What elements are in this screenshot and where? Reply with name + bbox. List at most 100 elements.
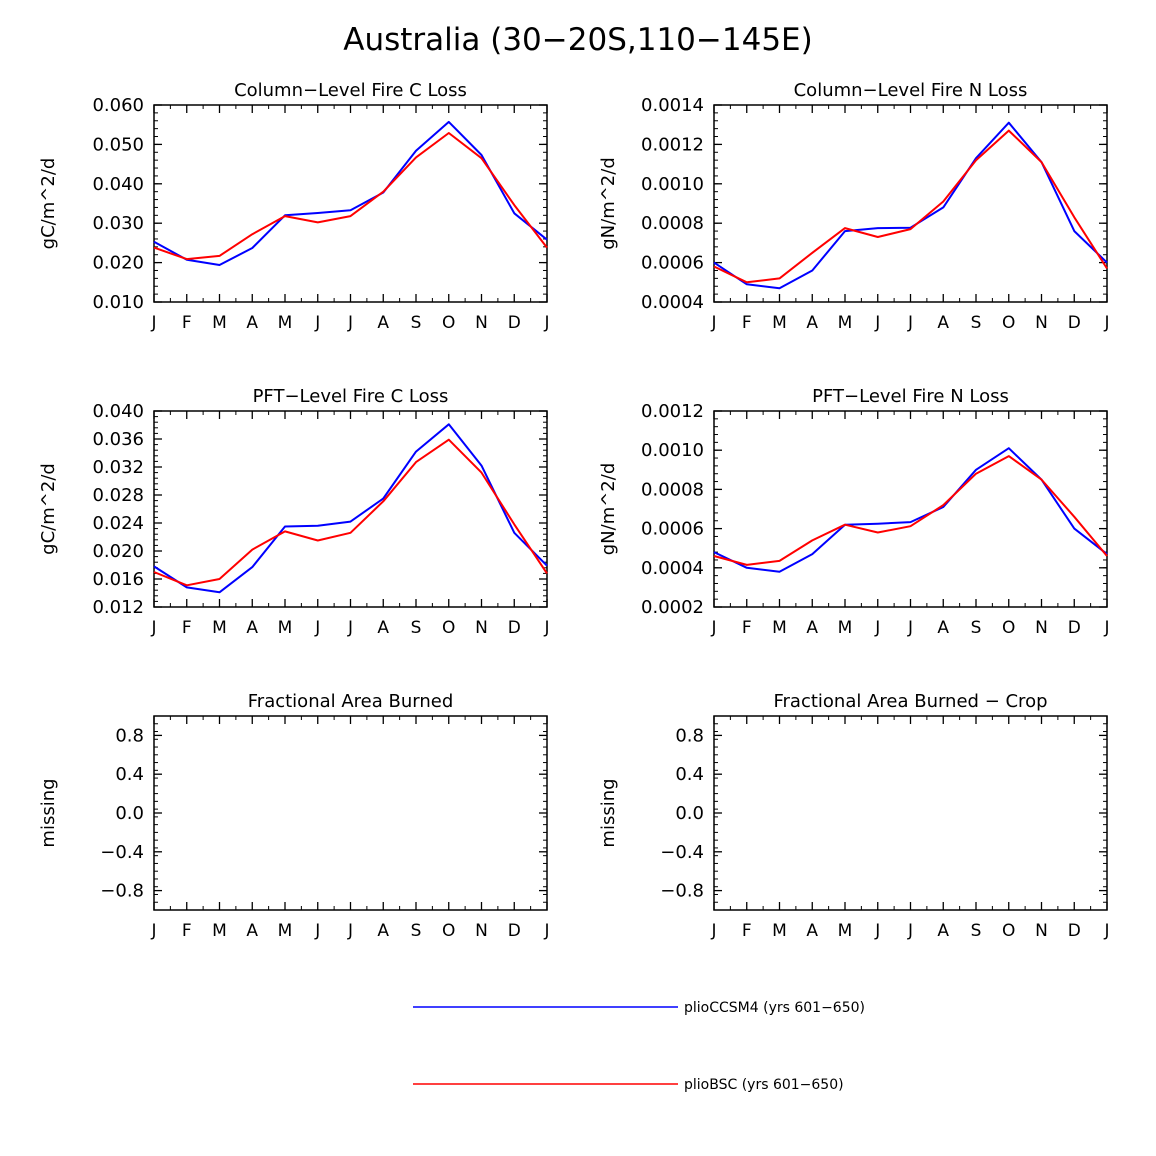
x-tick-label: J [150,921,156,941]
x-tick-label: F [182,921,192,941]
x-tick-label: M [772,313,787,333]
series-line-plioccsm4 [153,423,548,594]
x-tick-label: J [874,921,880,941]
x-tick-label: J [150,618,156,638]
plot-frame [713,715,1108,911]
x-tick-label: J [907,921,913,941]
x-tick-label: M [212,618,227,638]
x-tick-label: A [937,618,949,638]
plot-frame [153,715,548,911]
y-axis-label: gN/m^2/d [598,157,619,250]
plot-frame [713,410,1108,608]
x-tick-label: O [442,313,455,333]
x-tick-label: M [772,618,787,638]
panel-title: PFT−Level Fire C Loss [253,386,449,407]
y-tick-label: 0.0012 [641,401,704,422]
y-tick-label: 0.0004 [641,292,704,313]
chart-panel-5: J F M A M J J A S O N D J−0.8−0.40.00.40.8Fractional… [38,689,550,941]
plot-frame [153,410,548,608]
x-tick-label: D [1068,313,1081,333]
x-tick-label: F [742,618,752,638]
y-tick-label: 0.030 [92,213,144,234]
x-tick-label: M [278,921,293,941]
y-tick-label: 0.020 [92,253,144,274]
y-tick-label: 0.020 [92,541,144,562]
x-tick-label: J [1103,618,1109,638]
x-tick-label: O [1002,313,1015,333]
x-tick-label: N [475,618,488,638]
x-tick-label: N [1035,313,1048,333]
y-tick-label: 0.036 [92,429,144,450]
x-tick-label: A [377,921,389,941]
x-tick-label: S [411,921,422,941]
x-tick-label: D [508,921,521,941]
chart-legend: plioCCSM4 (yrs 601−650) plioBSC (yrs 601… [413,1000,865,1093]
y-axis-label: gN/m^2/d [598,463,619,556]
series-line-pliobsc [713,455,1108,566]
x-tick-label: N [475,313,488,333]
y-tick-label: −0.8 [660,881,704,902]
y-tick-label: 0.010 [92,292,144,313]
x-tick-label: J [874,618,880,638]
series-line-plioccsm4 [713,121,1108,290]
y-tick-label: 0.4 [115,764,144,785]
x-tick-label: J [543,313,549,333]
y-tick-label: 0.8 [675,725,704,746]
chart-panel-6: J F M A M J J A S O N D J−0.8−0.40.00.40.8Fractional… [598,689,1110,941]
y-tick-label: 0.0010 [641,174,704,195]
series-line-plioccsm4 [713,447,1108,573]
x-tick-label: S [411,313,422,333]
x-tick-label: F [182,313,192,333]
y-tick-label: 0.0 [675,803,704,824]
y-tick-label: 0.012 [92,597,144,618]
chart-panel-2: J F M A M J J A S O N D J0.00040.00060.00080.00100.0… [598,78,1110,333]
y-tick-label: 0.0002 [641,597,704,618]
x-tick-label: J [543,921,549,941]
x-tick-label: J [1103,313,1109,333]
y-tick-label: 0.016 [92,569,144,590]
x-tick-label: N [1035,618,1048,638]
x-tick-label: O [1002,921,1015,941]
x-tick-label: D [508,313,521,333]
x-tick-label: M [838,313,853,333]
y-axis-label: gC/m^2/d [38,158,59,250]
y-tick-label: 0.8 [115,725,144,746]
x-tick-label: J [710,618,716,638]
x-tick-label: A [377,313,389,333]
y-tick-label: 0.024 [92,513,144,534]
x-tick-label: M [212,313,227,333]
legend-label-plioccsm4: plioCCSM4 (yrs 601−650) [684,1000,865,1016]
figure-title: Australia (30−20S,110−145E) [343,22,813,58]
x-tick-label: M [212,921,227,941]
x-tick-label: F [182,618,192,638]
chart-panel-1: J F M A M J J A S O N D J0.0100.0200.0300.0400.0500.… [38,78,550,333]
panel-title: Fractional Area Burned [248,691,454,712]
y-tick-label: 0.028 [92,485,144,506]
chart-panels: J F M A M J J A S O N D J0.0100.0200.0300.0400.0500.… [38,78,1110,941]
y-axis-label: missing [38,778,59,847]
y-tick-label: 0.0014 [641,95,704,116]
x-tick-label: F [742,313,752,333]
x-tick-label: J [710,313,716,333]
x-tick-label: J [874,313,880,333]
y-tick-label: 0.050 [92,134,144,155]
legend-label-pliobsc: plioBSC (yrs 601−650) [684,1077,844,1093]
x-tick-label: M [772,921,787,941]
chart-panel-4: J F M A M J J A S O N D J0.00020.00040.00060.00080.0… [598,384,1110,638]
x-tick-label: J [347,921,353,941]
x-tick-label: A [246,618,258,638]
x-tick-label: A [806,618,818,638]
x-tick-label: A [246,313,258,333]
y-axis-label: gC/m^2/d [38,463,59,555]
x-tick-label: J [150,313,156,333]
x-tick-label: J [314,921,320,941]
series-line-plioccsm4 [153,120,548,266]
x-tick-label: A [937,313,949,333]
y-tick-label: 0.0006 [641,253,704,274]
plot-frame [713,104,1108,303]
x-tick-label: A [937,921,949,941]
y-tick-label: 0.0004 [641,558,704,579]
x-tick-label: J [1103,921,1109,941]
x-tick-label: J [710,921,716,941]
